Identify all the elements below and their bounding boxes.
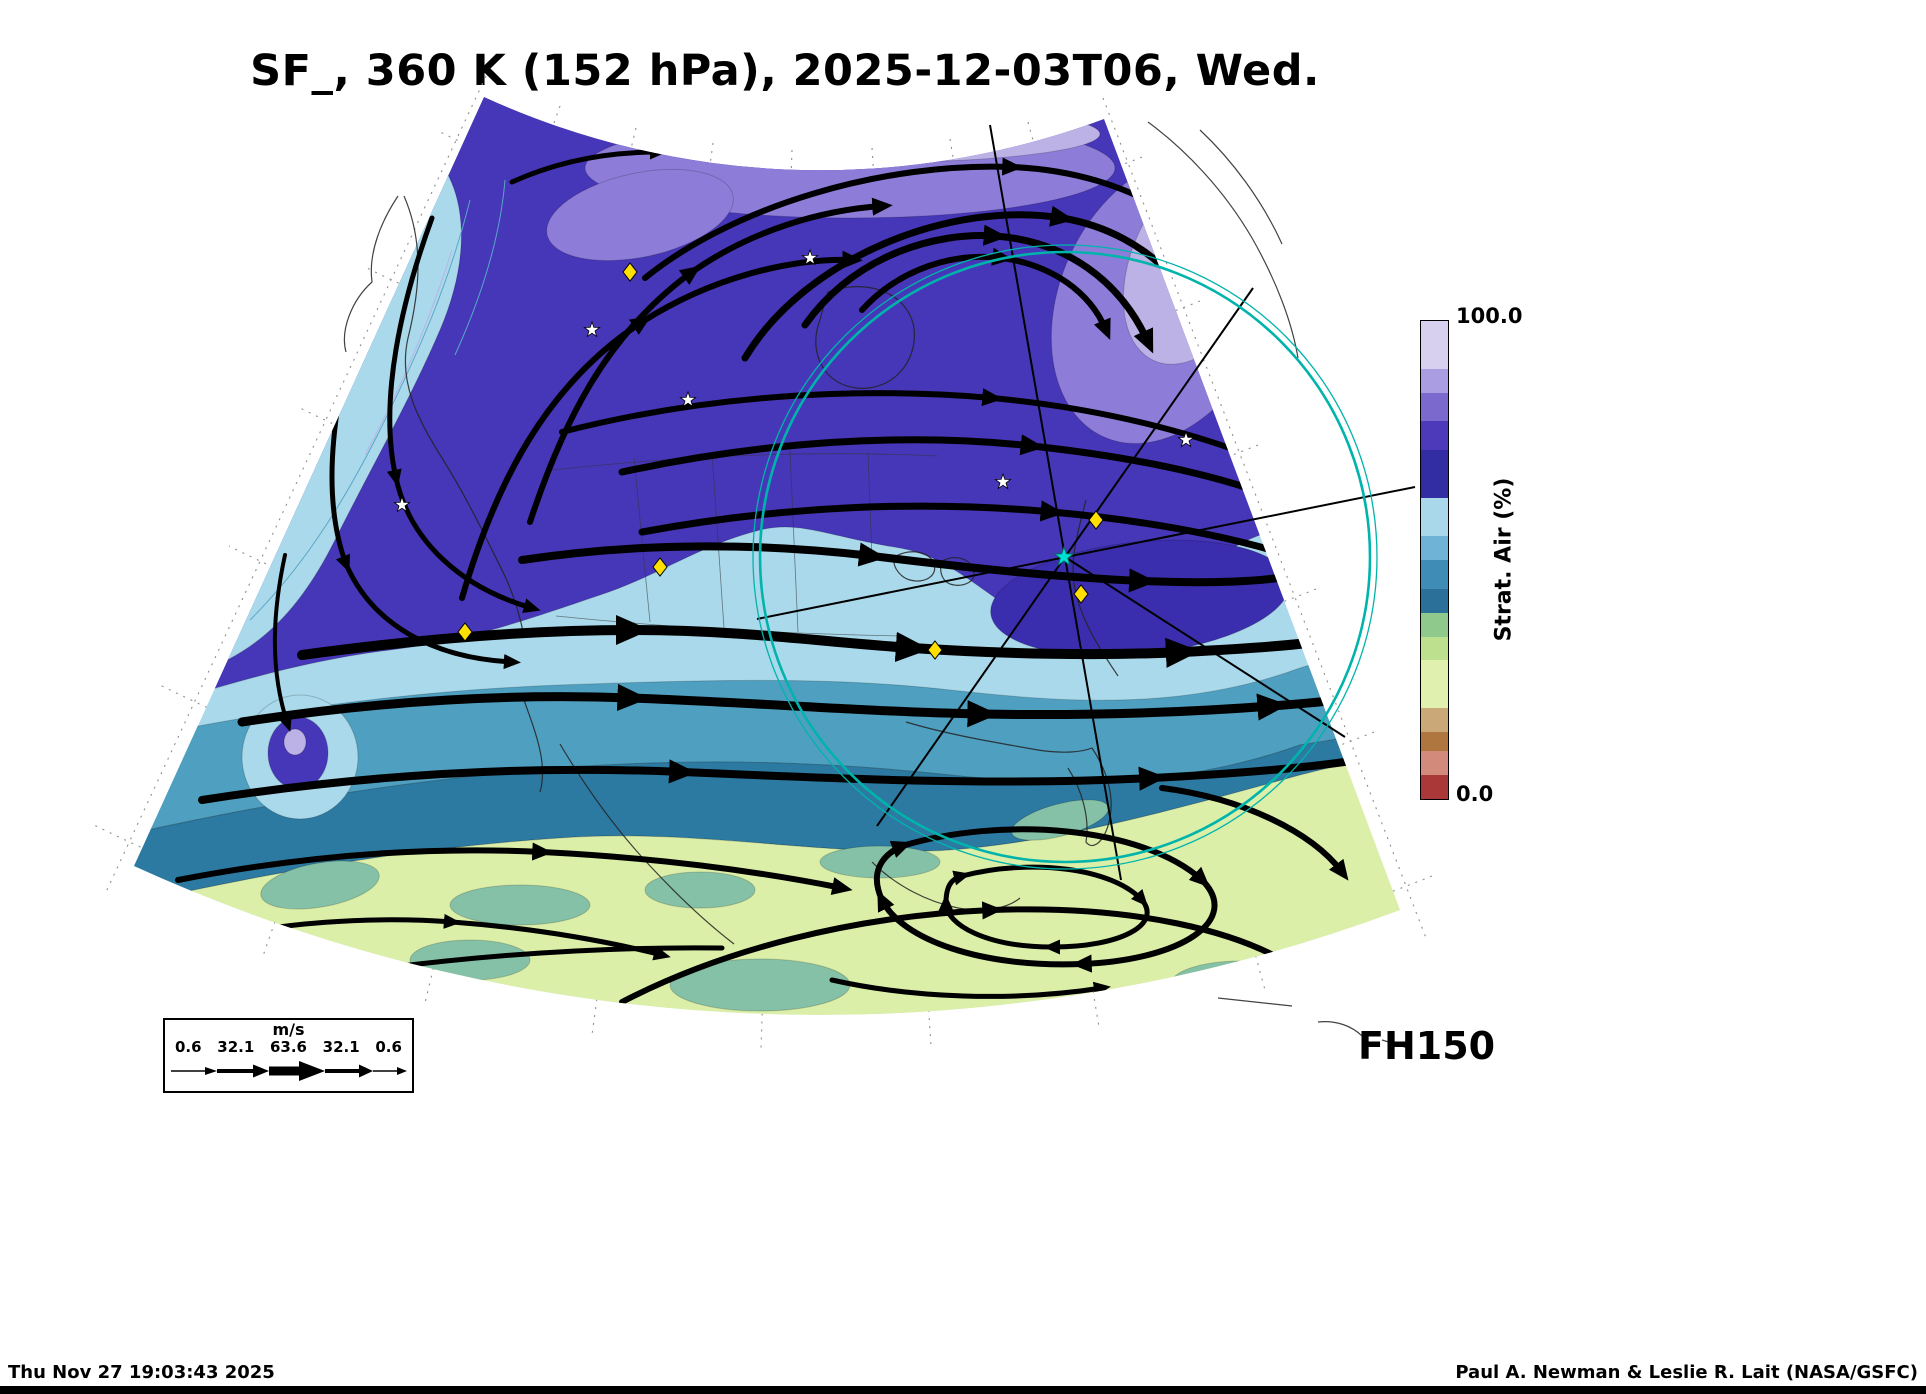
map-diamond-marker — [457, 622, 473, 642]
colorbar-gradient — [1420, 320, 1449, 800]
fill-pale-lavender-accent — [730, 104, 1080, 130]
center-location-star — [1053, 545, 1075, 567]
colorbar-segment — [1421, 636, 1448, 661]
colorbar-segment — [1421, 660, 1448, 709]
fill-teal-streak — [454, 179, 506, 356]
wind-tick-label: 0.6 — [175, 1038, 202, 1056]
wind-speed-legend: m/s 0.6 32.1 63.6 32.1 0.6 — [163, 1018, 414, 1093]
map-star-marker — [1177, 430, 1195, 448]
colorbar-segment — [1421, 775, 1448, 800]
map-diamond-marker — [927, 640, 943, 660]
fill-cutoff-center — [283, 728, 307, 756]
map-star-marker — [583, 320, 601, 338]
generation-timestamp: Thu Nov 27 19:03:43 2025 — [8, 1362, 275, 1383]
colorbar-segment — [1421, 536, 1448, 561]
colorbar-segment — [1421, 450, 1448, 498]
colorbar-segment — [1421, 751, 1448, 776]
colorbar-segment — [1421, 368, 1448, 393]
plot-title: SF_, 360 K (152 hPa), 2025-12-03T06, Wed… — [250, 46, 1320, 96]
fill-teal-streak — [249, 199, 471, 621]
fill-teal-green-patch — [449, 884, 591, 926]
range-ring-inner — [752, 244, 1378, 870]
colorbar-segment — [1421, 497, 1448, 537]
fill-teal-green-patch — [1169, 960, 1311, 1010]
fill-teal-green-patch — [260, 860, 380, 910]
colorbar-segment — [1421, 392, 1448, 422]
wind-units-label: m/s — [272, 1020, 305, 1039]
map-markers — [393, 248, 1195, 660]
map-diamond-marker — [1073, 584, 1089, 604]
colorbar-segment — [1421, 421, 1448, 451]
map-star-marker — [801, 248, 819, 266]
range-ring-circle — [752, 244, 1378, 870]
map-diamond-marker — [622, 262, 638, 282]
wind-tick-label: 0.6 — [375, 1038, 402, 1056]
wind-tick-label: 63.6 — [269, 1038, 307, 1056]
colorbar-segment — [1421, 321, 1448, 369]
credit-text: Paul A. Newman & Leslie R. Lait (NASA/GS… — [1455, 1362, 1918, 1383]
map-diamond-marker — [1088, 510, 1104, 530]
fill-dark-teal-band — [134, 724, 1400, 921]
wind-legend-ticks: 0.6 32.1 63.6 32.1 0.6 — [165, 1038, 412, 1056]
wind-tick-label: 32.1 — [217, 1038, 255, 1056]
colorbar-segment — [1421, 612, 1448, 637]
colorbar-segment — [1421, 732, 1448, 752]
wind-arrow-scale — [170, 1061, 407, 1081]
colorbar-max-label: 100.0 — [1456, 304, 1523, 328]
colorbar-axis-label: Strat. Air (%) — [1491, 477, 1517, 642]
range-ring-outer — [758, 250, 1372, 864]
map-star-marker — [679, 390, 697, 408]
map-diamond-marker — [652, 557, 668, 577]
wind-tick-label: 32.1 — [322, 1038, 360, 1056]
fill-light-purple-accent — [669, 105, 1101, 163]
colorbar-segment — [1421, 588, 1448, 613]
forecast-hour-label: FH150 — [1358, 1024, 1496, 1068]
colorbar-min-label: 0.0 — [1456, 782, 1494, 806]
colorbar-segment — [1421, 560, 1448, 589]
fill-lavender-streak — [364, 249, 453, 456]
colorbar-segment — [1421, 708, 1448, 733]
bottom-divider-bar — [0, 1386, 1926, 1394]
map-star-marker — [393, 495, 411, 513]
map-star-marker — [994, 472, 1012, 490]
